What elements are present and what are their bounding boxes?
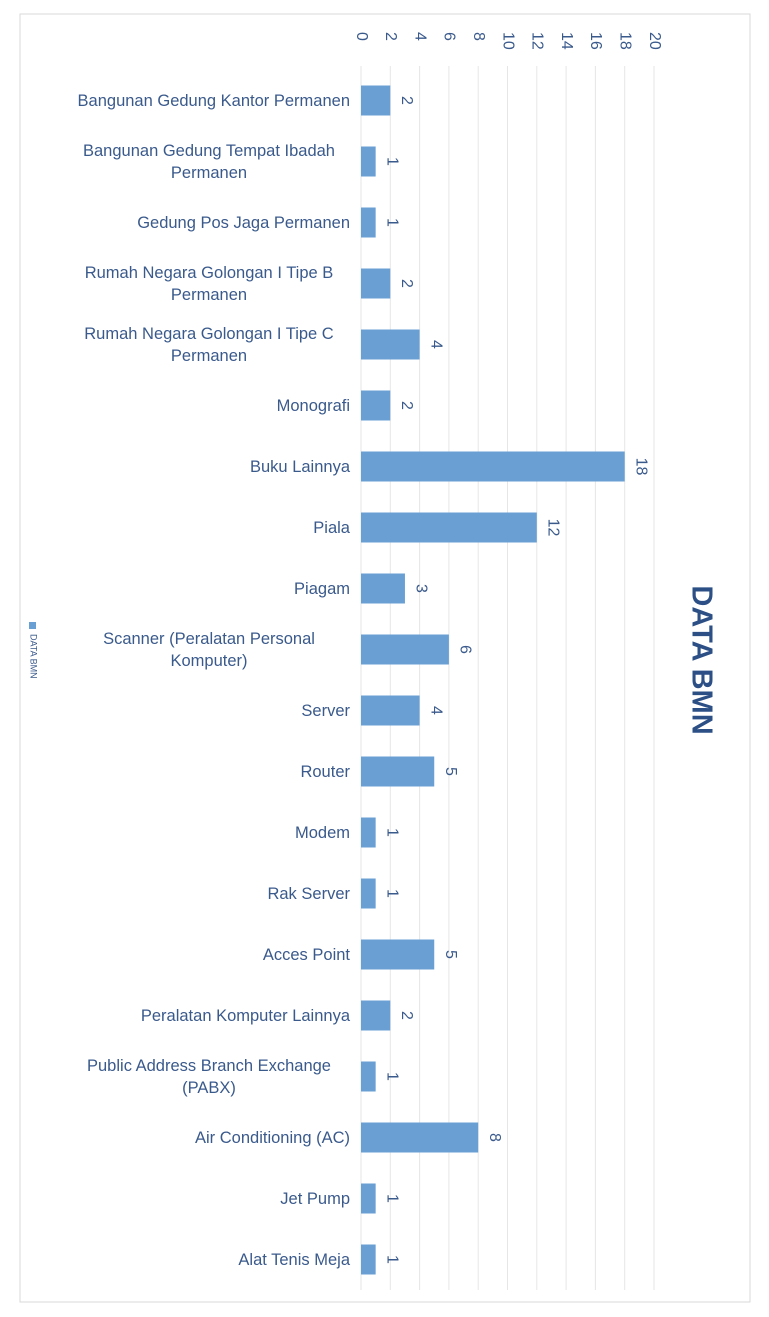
y-tick-label: Piala xyxy=(313,518,350,537)
data-label: 12 xyxy=(545,519,562,537)
x-tick-label: 6 xyxy=(441,32,458,41)
x-tick-label: 10 xyxy=(499,32,516,50)
data-label: 8 xyxy=(486,1133,503,1142)
chart-title: DATA BMN xyxy=(685,585,717,734)
bar xyxy=(361,1244,376,1275)
bar xyxy=(361,146,376,177)
y-tick-label: Router xyxy=(300,762,350,781)
data-label: 2 xyxy=(398,279,415,288)
bar xyxy=(361,390,391,421)
bar xyxy=(361,1061,376,1092)
data-label: 4 xyxy=(427,340,444,349)
y-tick-label: Rumah Negara Golongan I Tipe B Permanen xyxy=(84,263,334,304)
legend-label: DATA BMN xyxy=(29,634,39,679)
data-label: 5 xyxy=(442,767,459,776)
x-tick-label: 0 xyxy=(353,32,370,41)
y-tick-label: Bangunan Gedung Kantor Permanen xyxy=(77,91,350,110)
data-label: 2 xyxy=(398,401,415,410)
bar xyxy=(361,512,537,543)
y-tick-label: Acces Point xyxy=(262,945,350,964)
x-tick-label: 16 xyxy=(587,32,604,50)
y-tick-label: Buku Lainnya xyxy=(250,457,350,476)
bar xyxy=(361,329,420,360)
data-label: 1 xyxy=(383,157,400,166)
data-label: 1 xyxy=(383,1255,400,1264)
data-label: 4 xyxy=(427,706,444,715)
x-tick-label: 12 xyxy=(529,32,546,50)
x-tick-label: 14 xyxy=(558,32,575,50)
y-tick-label: Scanner (Peralatan Personal Komputer) xyxy=(103,629,315,670)
bar xyxy=(361,756,435,787)
bar xyxy=(361,634,449,665)
y-tick-label: Rumah Negara Golongan I Tipe C Permanen xyxy=(84,324,334,365)
data-label: 2 xyxy=(398,1011,415,1020)
x-tick-label: 20 xyxy=(646,32,663,50)
y-tick-label: Piagam xyxy=(294,579,350,598)
bar xyxy=(361,695,420,726)
data-label: 3 xyxy=(413,584,430,593)
y-tick-label: Public Address Branch Exchange (PABX) xyxy=(87,1056,331,1097)
x-tick-label: 8 xyxy=(470,32,487,41)
data-label: 2 xyxy=(398,96,415,105)
data-label: 1 xyxy=(383,828,400,837)
x-tick-label: 2 xyxy=(382,32,399,41)
bar xyxy=(361,1122,479,1153)
bar xyxy=(361,939,435,970)
y-tick-label: Alat Tenis Meja xyxy=(238,1250,350,1269)
bar xyxy=(361,573,405,604)
y-tick-label: Jet Pump xyxy=(280,1189,350,1208)
data-label: 1 xyxy=(383,218,400,227)
y-tick-label: Bangunan Gedung Tempat Ibadah Permanen xyxy=(83,141,335,182)
data-label: 1 xyxy=(383,1072,400,1081)
y-tick-label: Air Conditioning (AC) xyxy=(195,1128,350,1147)
y-tick-label: Gedung Pos Jaga Permanen xyxy=(137,213,350,232)
bar xyxy=(361,1183,376,1214)
x-tick-label: 18 xyxy=(616,32,633,50)
bar xyxy=(361,878,376,909)
data-label: 18 xyxy=(632,458,649,476)
bar xyxy=(361,451,625,482)
data-label: 1 xyxy=(383,1194,400,1203)
y-tick-label: Modem xyxy=(294,823,350,842)
legend-swatch xyxy=(29,622,36,629)
y-tick-label: Rak Server xyxy=(267,884,350,903)
chart-border xyxy=(19,13,751,1303)
data-label: 6 xyxy=(457,645,474,654)
y-tick-label: Monografi xyxy=(276,396,350,415)
data-label: 5 xyxy=(442,950,459,959)
bar xyxy=(361,1000,391,1031)
y-tick-label: Peralatan Komputer Lainnya xyxy=(140,1006,350,1025)
bar xyxy=(361,85,391,116)
bar xyxy=(361,268,391,299)
y-tick-label: Server xyxy=(301,701,350,720)
bar xyxy=(361,817,376,848)
bar xyxy=(361,207,376,238)
data-label: 1 xyxy=(383,889,400,898)
x-tick-label: 4 xyxy=(411,32,428,41)
